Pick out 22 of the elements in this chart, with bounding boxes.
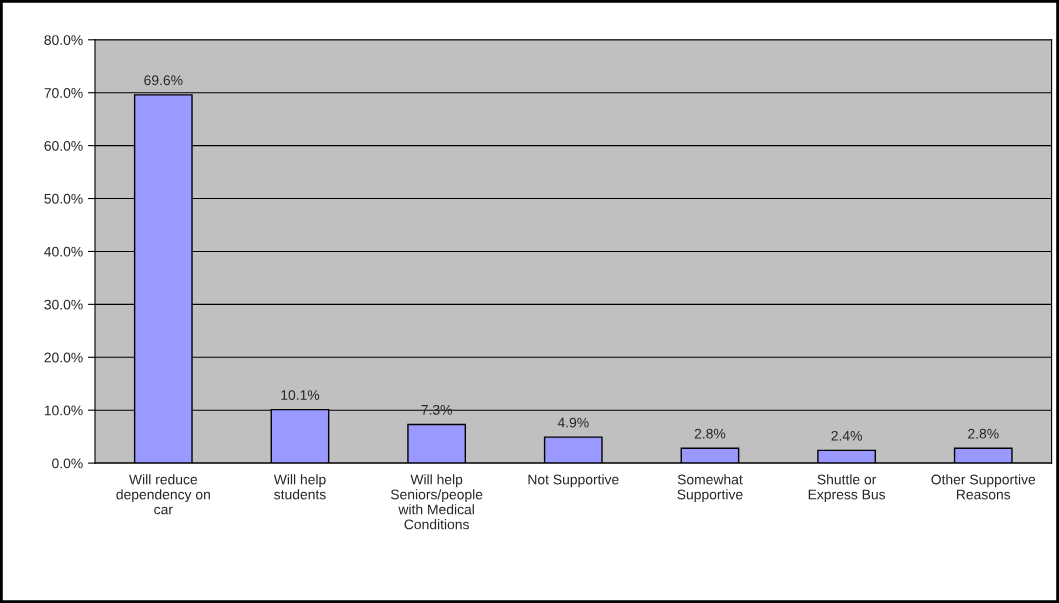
y-tick-label: 70.0% [44,88,83,98]
y-tick-label: 50.0% [44,193,83,204]
y-tick-label: 20.0% [44,352,83,363]
data-label: 2.4% [831,430,862,441]
y-tick-label: 40.0% [44,246,83,257]
x-tick-label: Will reduce dependency on car [116,474,210,515]
data-label: 2.8% [694,428,726,439]
y-tick-label: 10.0% [44,405,83,416]
y-tick-label: 60.0% [44,140,83,151]
x-tick-label: Somewhat Supportive [677,474,743,503]
x-tick-label: Other Supportive Reasons [931,474,1036,500]
data-label: 2.8% [968,428,999,439]
data-label: 10.1% [281,390,320,400]
x-tick-label: Will help students [273,474,326,500]
x-tick-label: Not Supportive [528,474,619,488]
y-tick-label: 30.0% [44,299,83,310]
x-tick-label: Shuttle or Express Bus [808,474,886,503]
x-tick-label: Will help Seniors/people with Medical Conditions [390,474,483,530]
data-label: 69.6% [144,75,183,86]
y-tick-label: 80.0% [44,35,83,45]
data-label: 4.9% [557,417,589,428]
y-tick-label: 0.0% [52,458,83,469]
